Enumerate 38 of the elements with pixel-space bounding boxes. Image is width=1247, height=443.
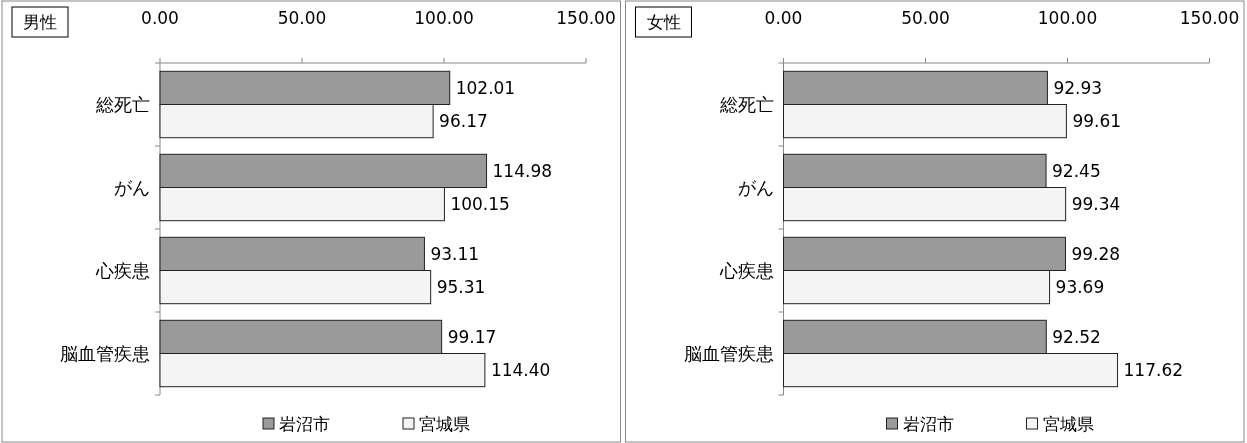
data-label: 99.17 [447,326,497,347]
x-tick-label: 50.00 [277,8,327,28]
chart-title: 男性 [23,12,57,32]
y-tick-label: 心疾患 [718,259,774,281]
y-tick-label: 心疾患 [95,259,150,281]
data-label: 92.93 [1053,77,1103,98]
data-label: 117.62 [1123,360,1184,381]
data-label: 96.17 [439,111,488,132]
data-label: 99.61 [1072,111,1122,132]
legend-label: 宮城県 [1042,414,1094,434]
x-tick-label: 150.00 [1179,8,1240,28]
x-tick-label: 0.00 [764,8,803,28]
x-tick-label: 100.00 [1037,8,1098,28]
x-tick-label: 100.00 [414,8,474,28]
legend-label: 岩沼市 [902,414,954,434]
data-label: 114.98 [492,160,553,181]
y-tick-label: がん [114,176,150,198]
data-label: 93.11 [430,243,480,264]
data-label: 93.69 [1055,277,1105,298]
data-label: 114.40 [490,360,551,381]
data-label: 92.45 [1052,160,1101,181]
data-label: 95.31 [436,277,486,298]
data-label: 100.15 [450,194,510,215]
y-tick-label: 総死亡 [718,93,774,115]
legend-label: 岩沼市 [279,414,330,434]
data-label: 99.34 [1071,194,1121,215]
data-label: 102.01 [455,77,516,98]
chart-title: 女性 [646,12,681,32]
y-tick-label: 総死亡 [95,93,150,115]
legend-label: 宮城県 [419,414,470,434]
y-tick-label: 脳血管疾患 [683,342,774,364]
y-tick-label: がん [737,176,774,198]
y-tick-label: 脳血管疾患 [60,342,150,364]
x-tick-label: 50.00 [901,8,950,28]
data-label: 92.52 [1052,326,1101,347]
x-tick-label: 0.00 [141,8,179,28]
x-tick-label: 150.00 [556,8,616,28]
data-label: 99.28 [1071,243,1121,264]
